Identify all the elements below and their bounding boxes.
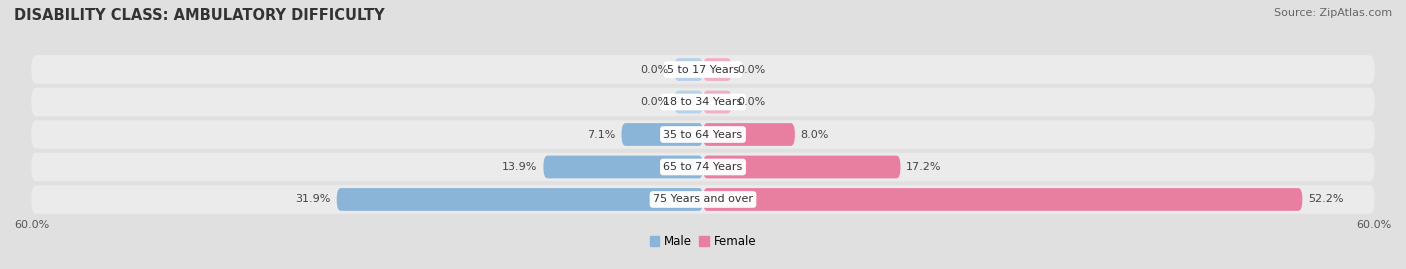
Text: 13.9%: 13.9% [502,162,537,172]
FancyBboxPatch shape [703,58,731,81]
Text: 31.9%: 31.9% [295,194,330,204]
Text: 17.2%: 17.2% [907,162,942,172]
Text: 8.0%: 8.0% [800,129,830,140]
FancyBboxPatch shape [31,55,1375,84]
Text: 75 Years and over: 75 Years and over [652,194,754,204]
FancyBboxPatch shape [675,58,703,81]
Legend: Male, Female: Male, Female [645,230,761,253]
Text: 60.0%: 60.0% [14,220,49,230]
FancyBboxPatch shape [621,123,703,146]
Text: 35 to 64 Years: 35 to 64 Years [664,129,742,140]
FancyBboxPatch shape [336,188,703,211]
Text: Source: ZipAtlas.com: Source: ZipAtlas.com [1274,8,1392,18]
Text: 7.1%: 7.1% [588,129,616,140]
Text: 0.0%: 0.0% [738,65,766,75]
FancyBboxPatch shape [703,188,1302,211]
FancyBboxPatch shape [703,155,900,178]
Text: 0.0%: 0.0% [738,97,766,107]
FancyBboxPatch shape [703,123,794,146]
FancyBboxPatch shape [31,120,1375,149]
Text: 0.0%: 0.0% [640,65,669,75]
FancyBboxPatch shape [31,153,1375,181]
FancyBboxPatch shape [703,91,731,114]
Text: 0.0%: 0.0% [640,97,669,107]
Text: 65 to 74 Years: 65 to 74 Years [664,162,742,172]
Text: 52.2%: 52.2% [1308,194,1344,204]
Text: 5 to 17 Years: 5 to 17 Years [666,65,740,75]
FancyBboxPatch shape [31,185,1375,214]
FancyBboxPatch shape [31,88,1375,116]
Text: 60.0%: 60.0% [1357,220,1392,230]
Text: 18 to 34 Years: 18 to 34 Years [664,97,742,107]
FancyBboxPatch shape [675,91,703,114]
Text: DISABILITY CLASS: AMBULATORY DIFFICULTY: DISABILITY CLASS: AMBULATORY DIFFICULTY [14,8,385,23]
FancyBboxPatch shape [543,155,703,178]
